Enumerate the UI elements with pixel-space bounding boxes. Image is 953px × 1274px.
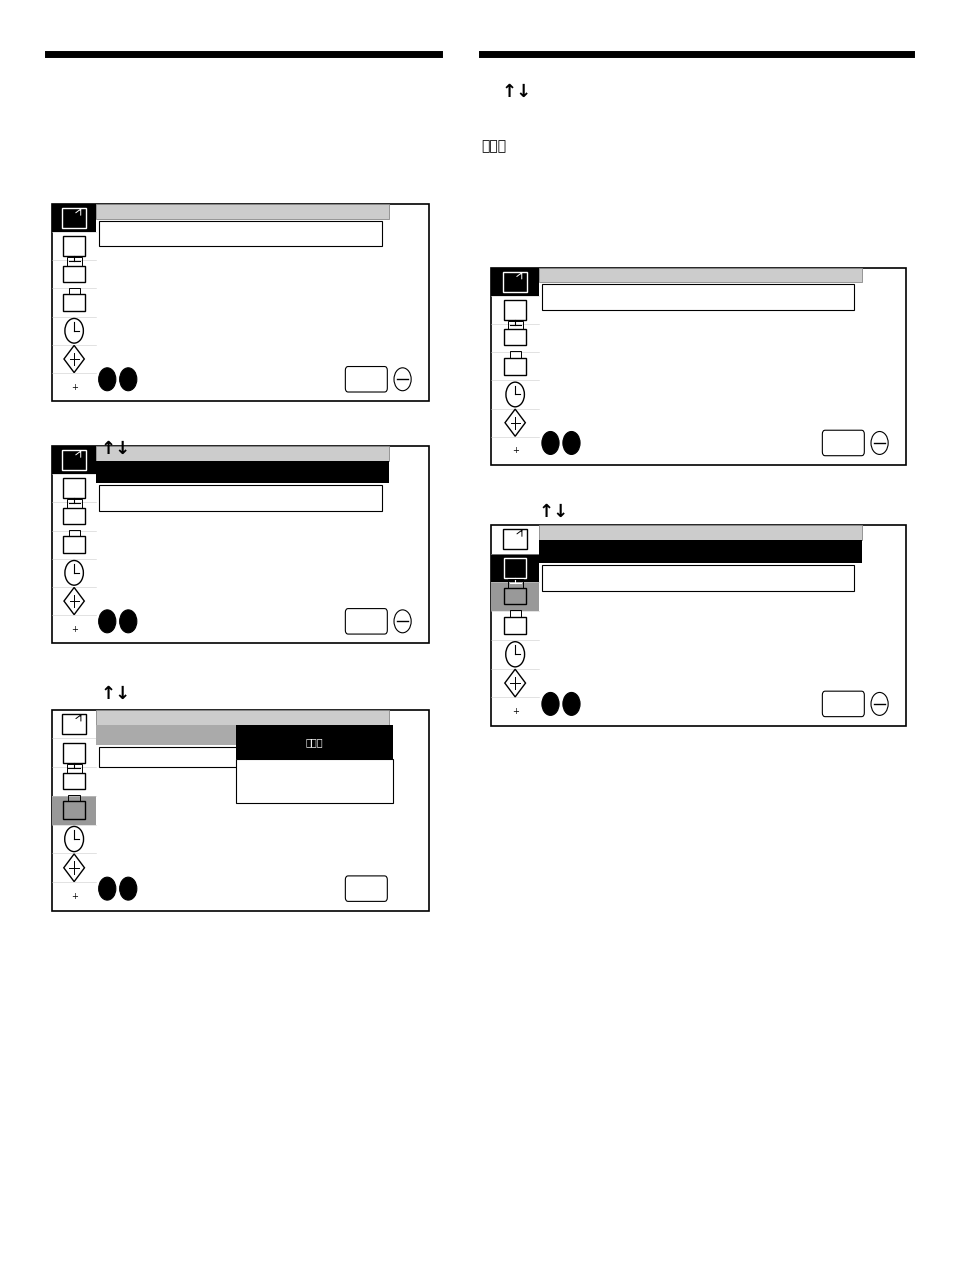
FancyBboxPatch shape	[821, 692, 863, 717]
FancyBboxPatch shape	[821, 431, 863, 456]
Bar	[491, 268, 905, 465]
Bar	[69, 795, 80, 801]
Circle shape	[98, 368, 115, 391]
Bar	[52, 446, 95, 474]
Circle shape	[119, 878, 136, 901]
Circle shape	[98, 610, 115, 633]
Circle shape	[394, 610, 411, 633]
Bar	[63, 236, 85, 256]
FancyBboxPatch shape	[345, 877, 387, 902]
Bar	[507, 580, 522, 589]
Text: +: +	[71, 624, 77, 633]
Bar	[538, 525, 862, 540]
Bar	[98, 220, 382, 246]
Text: +: +	[511, 707, 518, 716]
Bar	[69, 288, 80, 294]
Bar	[503, 558, 526, 578]
Circle shape	[98, 878, 115, 901]
Text: 日本語: 日本語	[305, 736, 323, 747]
Bar	[63, 801, 86, 819]
Bar	[63, 478, 85, 498]
Circle shape	[541, 693, 558, 716]
Text: 日本語: 日本語	[481, 140, 506, 153]
Circle shape	[870, 432, 887, 455]
Bar	[67, 499, 81, 508]
Bar	[63, 773, 86, 789]
Text: ↑↓: ↑↓	[501, 83, 532, 101]
Text: ↑↓: ↑↓	[100, 440, 131, 457]
Bar	[63, 266, 85, 282]
Bar	[502, 271, 527, 292]
Bar	[538, 268, 862, 283]
Circle shape	[394, 368, 411, 391]
FancyBboxPatch shape	[345, 367, 387, 392]
Bar	[235, 725, 393, 759]
Circle shape	[119, 610, 136, 633]
Bar	[52, 204, 95, 232]
FancyBboxPatch shape	[345, 609, 387, 634]
Bar	[63, 294, 85, 311]
Bar	[52, 710, 429, 911]
Bar	[95, 461, 389, 483]
Circle shape	[562, 693, 579, 716]
Bar	[63, 536, 85, 553]
Bar	[62, 713, 87, 734]
Circle shape	[541, 432, 558, 455]
Bar	[98, 747, 238, 767]
Text: +: +	[511, 446, 518, 455]
Bar	[503, 589, 526, 604]
Bar	[98, 485, 382, 511]
Bar	[52, 446, 429, 643]
Bar	[502, 529, 527, 549]
Bar	[235, 759, 393, 803]
Text: ↑↓: ↑↓	[100, 685, 131, 703]
Text: +: +	[71, 382, 77, 391]
Bar	[52, 796, 95, 824]
Bar	[503, 330, 526, 345]
Text: ↑↓: ↑↓	[538, 503, 569, 521]
Bar	[63, 508, 85, 524]
Bar	[503, 299, 526, 320]
Bar	[509, 610, 520, 617]
Bar	[491, 582, 538, 612]
Bar	[507, 321, 522, 330]
Bar	[491, 268, 538, 296]
Bar	[67, 764, 82, 773]
Bar	[503, 358, 526, 375]
Bar	[491, 525, 905, 726]
Bar	[95, 204, 389, 219]
Bar	[63, 743, 86, 763]
Bar	[62, 208, 86, 228]
Bar	[69, 530, 80, 536]
Bar	[95, 710, 389, 725]
Bar	[95, 446, 389, 461]
Bar	[52, 204, 429, 401]
Circle shape	[870, 693, 887, 716]
Circle shape	[562, 432, 579, 455]
Bar	[509, 352, 520, 358]
Circle shape	[119, 368, 136, 391]
Bar	[541, 566, 853, 591]
Bar	[67, 257, 81, 266]
Bar	[62, 450, 86, 470]
Bar	[541, 284, 853, 310]
Bar	[95, 725, 313, 745]
Bar	[491, 554, 538, 582]
Bar	[503, 617, 526, 634]
Bar	[538, 540, 862, 563]
Text: +: +	[71, 892, 77, 901]
